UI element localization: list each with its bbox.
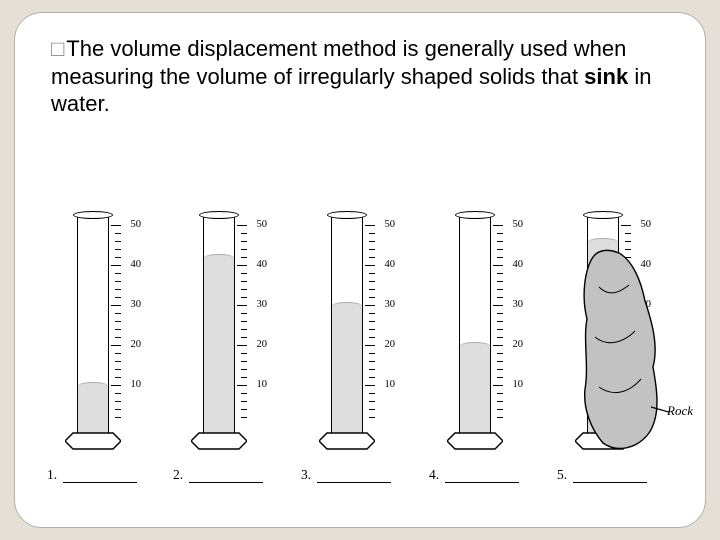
cylinder-tube: [459, 213, 491, 435]
cylinder-index: 1.: [47, 467, 57, 482]
scale-ticks: 5040302010: [363, 225, 377, 425]
tick-label: 50: [513, 220, 524, 231]
meniscus: [78, 382, 108, 390]
water-fill: [204, 258, 234, 434]
meniscus: [460, 342, 490, 350]
scale-ticks: 5040302010: [235, 225, 249, 425]
cylinder-lip: [73, 211, 113, 219]
water-fill: [78, 386, 108, 434]
tick-label: 50: [131, 220, 142, 231]
rock-label: Rock: [667, 403, 693, 419]
tick-label: 30: [257, 300, 268, 311]
tick-label: 50: [257, 220, 268, 231]
cylinder-lip: [199, 211, 239, 219]
tick-label: 20: [513, 340, 524, 351]
cylinder-tube: [77, 213, 109, 435]
cylinder-body: 5040302010: [319, 213, 375, 451]
cylinder-1: 50403020101.: [41, 203, 161, 513]
cylinder-lip: [327, 211, 367, 219]
bullet-icon: □: [51, 36, 64, 61]
scale-ticks: 5040302010: [619, 225, 633, 425]
answer-blank: 5.: [557, 467, 667, 483]
cylinder-tube: [587, 213, 619, 435]
cylinder-base: [191, 429, 247, 451]
tick-label: 40: [513, 260, 524, 271]
cylinder-lip: [583, 211, 623, 219]
cylinder-diagram: 50403020101.50403020102.50403020103.5040…: [37, 203, 685, 513]
tick-label: 40: [641, 260, 652, 271]
cylinder-base: [65, 429, 121, 451]
cylinder-index: 4.: [429, 467, 439, 482]
tick-label: 10: [131, 380, 142, 391]
tick-label: 50: [641, 220, 652, 231]
water-fill: [332, 306, 362, 434]
tick-label: 20: [131, 340, 142, 351]
tick-label: 50: [385, 220, 396, 231]
body-paragraph: The volume displacement method is genera…: [51, 36, 651, 116]
cylinder-2: 50403020102.: [167, 203, 287, 513]
answer-blank: 2.: [173, 467, 283, 483]
scale-ticks: 5040302010: [109, 225, 123, 425]
cylinder-base: [447, 429, 503, 451]
cylinder-body: 5040302010: [191, 213, 247, 451]
cylinder-3: 50403020103.: [295, 203, 415, 513]
tick-label: 10: [513, 380, 524, 391]
scale-ticks: 5040302010: [491, 225, 505, 425]
cylinder-body: 5040302010: [575, 213, 631, 451]
answer-blank: 1.: [47, 467, 157, 483]
tick-label: 20: [641, 340, 652, 351]
cylinder-tube: [203, 213, 235, 435]
cylinder-index: 3.: [301, 467, 311, 482]
cylinder-body: 5040302010: [447, 213, 503, 451]
meniscus: [204, 254, 234, 262]
cylinder-tube: [331, 213, 363, 435]
cylinder-index: 5.: [557, 467, 567, 482]
meniscus: [588, 238, 618, 246]
cylinder-lip: [455, 211, 495, 219]
tick-label: 10: [385, 380, 396, 391]
tick-label: 30: [385, 300, 396, 311]
tick-label: 20: [385, 340, 396, 351]
meniscus: [332, 302, 362, 310]
answer-blank: 4.: [429, 467, 539, 483]
answer-blank: 3.: [301, 467, 411, 483]
tick-label: 30: [131, 300, 142, 311]
tick-label: 40: [385, 260, 396, 271]
cylinder-base: [319, 429, 375, 451]
tick-label: 10: [257, 380, 268, 391]
tick-label: 30: [513, 300, 524, 311]
cylinder-body: 5040302010: [65, 213, 121, 451]
slide-card: □The volume displacement method is gener…: [14, 12, 706, 528]
water-fill: [460, 346, 490, 434]
tick-label: 20: [257, 340, 268, 351]
cylinder-5: 5040302010Rock5.: [551, 203, 671, 513]
cylinder-base: [575, 429, 631, 451]
cylinder-index: 2.: [173, 467, 183, 482]
water-fill: [588, 242, 618, 434]
cylinder-4: 50403020104.: [423, 203, 543, 513]
body-text: □The volume displacement method is gener…: [51, 35, 671, 118]
tick-label: 40: [257, 260, 268, 271]
tick-label: 10: [641, 380, 652, 391]
tick-label: 30: [641, 300, 652, 311]
tick-label: 40: [131, 260, 142, 271]
